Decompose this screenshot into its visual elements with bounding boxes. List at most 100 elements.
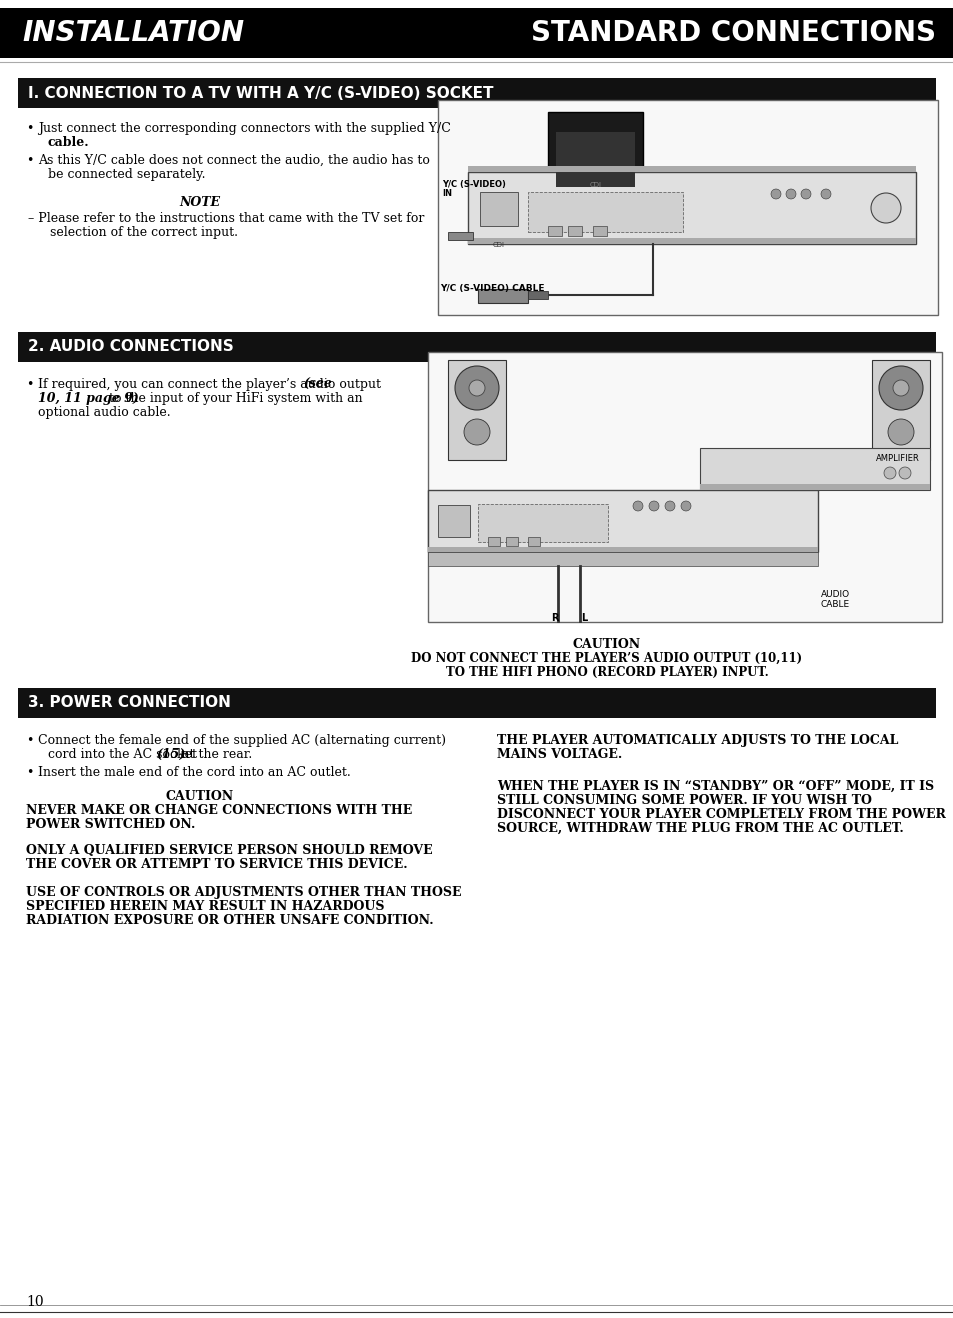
Text: STANDARD CONNECTIONS: STANDARD CONNECTIONS (531, 18, 935, 47)
Text: (see: (see (303, 378, 332, 391)
Text: ONLY A QUALIFIED SERVICE PERSON SHOULD REMOVE: ONLY A QUALIFIED SERVICE PERSON SHOULD R… (26, 844, 432, 857)
Circle shape (785, 188, 795, 199)
Bar (479, 192, 517, 225)
Bar (428, 490, 817, 552)
Bar (428, 352, 941, 622)
Text: IN: IN (441, 188, 452, 198)
Bar (448, 232, 473, 240)
Bar (593, 225, 606, 236)
Text: WHEN THE PLAYER IS IN “STANDBY” OR “OFF” MODE, IT IS: WHEN THE PLAYER IS IN “STANDBY” OR “OFF”… (497, 780, 933, 793)
Text: L: L (580, 613, 586, 623)
Circle shape (883, 467, 895, 478)
Bar (477, 289, 527, 303)
Circle shape (664, 501, 675, 511)
Text: AMPLIFIER: AMPLIFIER (876, 453, 919, 463)
Bar (468, 166, 915, 173)
Bar (488, 536, 499, 546)
Bar (505, 536, 517, 546)
Bar (0, 8, 953, 58)
Bar (18, 332, 935, 362)
Text: AUDIO
CABLE: AUDIO CABLE (820, 590, 849, 609)
Text: I. CONNECTION TO A TV WITH A Y/C (S-VIDEO) SOCKET: I. CONNECTION TO A TV WITH A Y/C (S-VIDE… (28, 86, 493, 100)
Text: cable.: cable. (48, 136, 90, 149)
Text: (15): (15) (156, 749, 185, 760)
Text: POWER SWITCHED ON.: POWER SWITCHED ON. (26, 818, 195, 832)
Bar (527, 536, 539, 546)
Text: CDI: CDI (493, 243, 504, 248)
Bar (18, 688, 935, 718)
Bar (567, 225, 581, 236)
Text: DISCONNECT YOUR PLAYER COMPLETELY FROM THE POWER: DISCONNECT YOUR PLAYER COMPLETELY FROM T… (497, 808, 944, 821)
Circle shape (463, 419, 490, 445)
Bar (871, 360, 929, 460)
Text: selection of the correct input.: selection of the correct input. (42, 225, 237, 239)
Circle shape (770, 188, 781, 199)
Circle shape (898, 467, 910, 478)
Text: to the input of your HiFi system with an: to the input of your HiFi system with an (106, 391, 363, 405)
Bar (700, 448, 929, 490)
Text: •: • (26, 123, 33, 134)
Text: TO THE HIFI PHONO (RECORD PLAYER) INPUT.: TO THE HIFI PHONO (RECORD PLAYER) INPUT. (445, 666, 767, 679)
Text: DO NOT CONNECT THE PLAYER’S AUDIO OUTPUT (10,11): DO NOT CONNECT THE PLAYER’S AUDIO OUTPUT… (411, 652, 801, 666)
Circle shape (680, 501, 690, 511)
Bar (468, 239, 915, 244)
Text: •: • (26, 766, 33, 779)
Text: STILL CONSUMING SOME POWER. IF YOU WISH TO: STILL CONSUMING SOME POWER. IF YOU WISH … (497, 793, 871, 807)
Circle shape (469, 380, 484, 395)
Bar (700, 484, 929, 490)
Text: CAUTION: CAUTION (573, 638, 640, 651)
Circle shape (892, 380, 908, 395)
Text: at the rear.: at the rear. (178, 749, 252, 760)
Text: NEVER MAKE OR CHANGE CONNECTIONS WITH THE: NEVER MAKE OR CHANGE CONNECTIONS WITH TH… (26, 804, 412, 817)
Bar (477, 503, 607, 542)
Text: cord into the AC socket: cord into the AC socket (48, 749, 201, 760)
Text: 2. AUDIO CONNECTIONS: 2. AUDIO CONNECTIONS (28, 340, 233, 355)
Text: INSTALLATION: INSTALLATION (22, 18, 244, 47)
Text: – Please refer to the instructions that came with the TV set for: – Please refer to the instructions that … (28, 212, 424, 225)
Text: USE OF CONTROLS OR ADJUSTMENTS OTHER THAN THOSE: USE OF CONTROLS OR ADJUSTMENTS OTHER THA… (26, 886, 461, 899)
Text: 10, 11 page 9): 10, 11 page 9) (38, 391, 138, 405)
Circle shape (878, 366, 923, 410)
Circle shape (821, 188, 830, 199)
Bar (527, 192, 682, 232)
Circle shape (633, 501, 642, 511)
Text: be connected separately.: be connected separately. (48, 167, 205, 181)
Text: NOTE: NOTE (179, 196, 220, 210)
Bar (428, 547, 817, 552)
Circle shape (801, 188, 810, 199)
Circle shape (870, 192, 900, 223)
Bar (448, 360, 505, 460)
Text: SPECIFIED HEREIN MAY RESULT IN HAZARDOUS: SPECIFIED HEREIN MAY RESULT IN HAZARDOUS (26, 900, 384, 913)
Text: •: • (26, 734, 33, 747)
Text: Y/C (S-VIDEO) CABLE: Y/C (S-VIDEO) CABLE (439, 283, 544, 293)
Text: 10: 10 (26, 1296, 44, 1309)
Text: CDI: CDI (589, 182, 601, 188)
Bar (547, 225, 561, 236)
Text: optional audio cable.: optional audio cable. (38, 406, 171, 419)
Text: RADIATION EXPOSURE OR OTHER UNSAFE CONDITION.: RADIATION EXPOSURE OR OTHER UNSAFE CONDI… (26, 913, 434, 927)
Bar (527, 291, 547, 299)
Bar (437, 505, 470, 536)
Bar (428, 552, 817, 565)
Text: Y/C (S-VIDEO): Y/C (S-VIDEO) (441, 181, 505, 188)
Text: 3. POWER CONNECTION: 3. POWER CONNECTION (28, 696, 231, 710)
Circle shape (648, 501, 659, 511)
Bar (547, 112, 642, 192)
Bar (437, 100, 937, 315)
Circle shape (455, 366, 498, 410)
Text: •: • (26, 378, 33, 391)
Text: MAINS VOLTAGE.: MAINS VOLTAGE. (497, 749, 621, 760)
Text: R: R (551, 613, 558, 623)
Text: Just connect the corresponding connectors with the supplied Y/C: Just connect the corresponding connector… (38, 123, 451, 134)
Text: If required, you can connect the player’s audio output: If required, you can connect the player’… (38, 378, 385, 391)
Text: CAUTION: CAUTION (166, 789, 233, 803)
Bar (556, 132, 635, 187)
Text: THE PLAYER AUTOMATICALLY ADJUSTS TO THE LOCAL: THE PLAYER AUTOMATICALLY ADJUSTS TO THE … (497, 734, 898, 747)
Text: •: • (26, 154, 33, 167)
Text: SOURCE, WITHDRAW THE PLUG FROM THE AC OUTLET.: SOURCE, WITHDRAW THE PLUG FROM THE AC OU… (497, 822, 902, 836)
Text: Connect the female end of the supplied AC (alternating current): Connect the female end of the supplied A… (38, 734, 446, 747)
Text: THE COVER OR ATTEMPT TO SERVICE THIS DEVICE.: THE COVER OR ATTEMPT TO SERVICE THIS DEV… (26, 858, 407, 871)
Circle shape (887, 419, 913, 445)
Bar (468, 173, 915, 244)
Text: Insert the male end of the cord into an AC outlet.: Insert the male end of the cord into an … (38, 766, 351, 779)
